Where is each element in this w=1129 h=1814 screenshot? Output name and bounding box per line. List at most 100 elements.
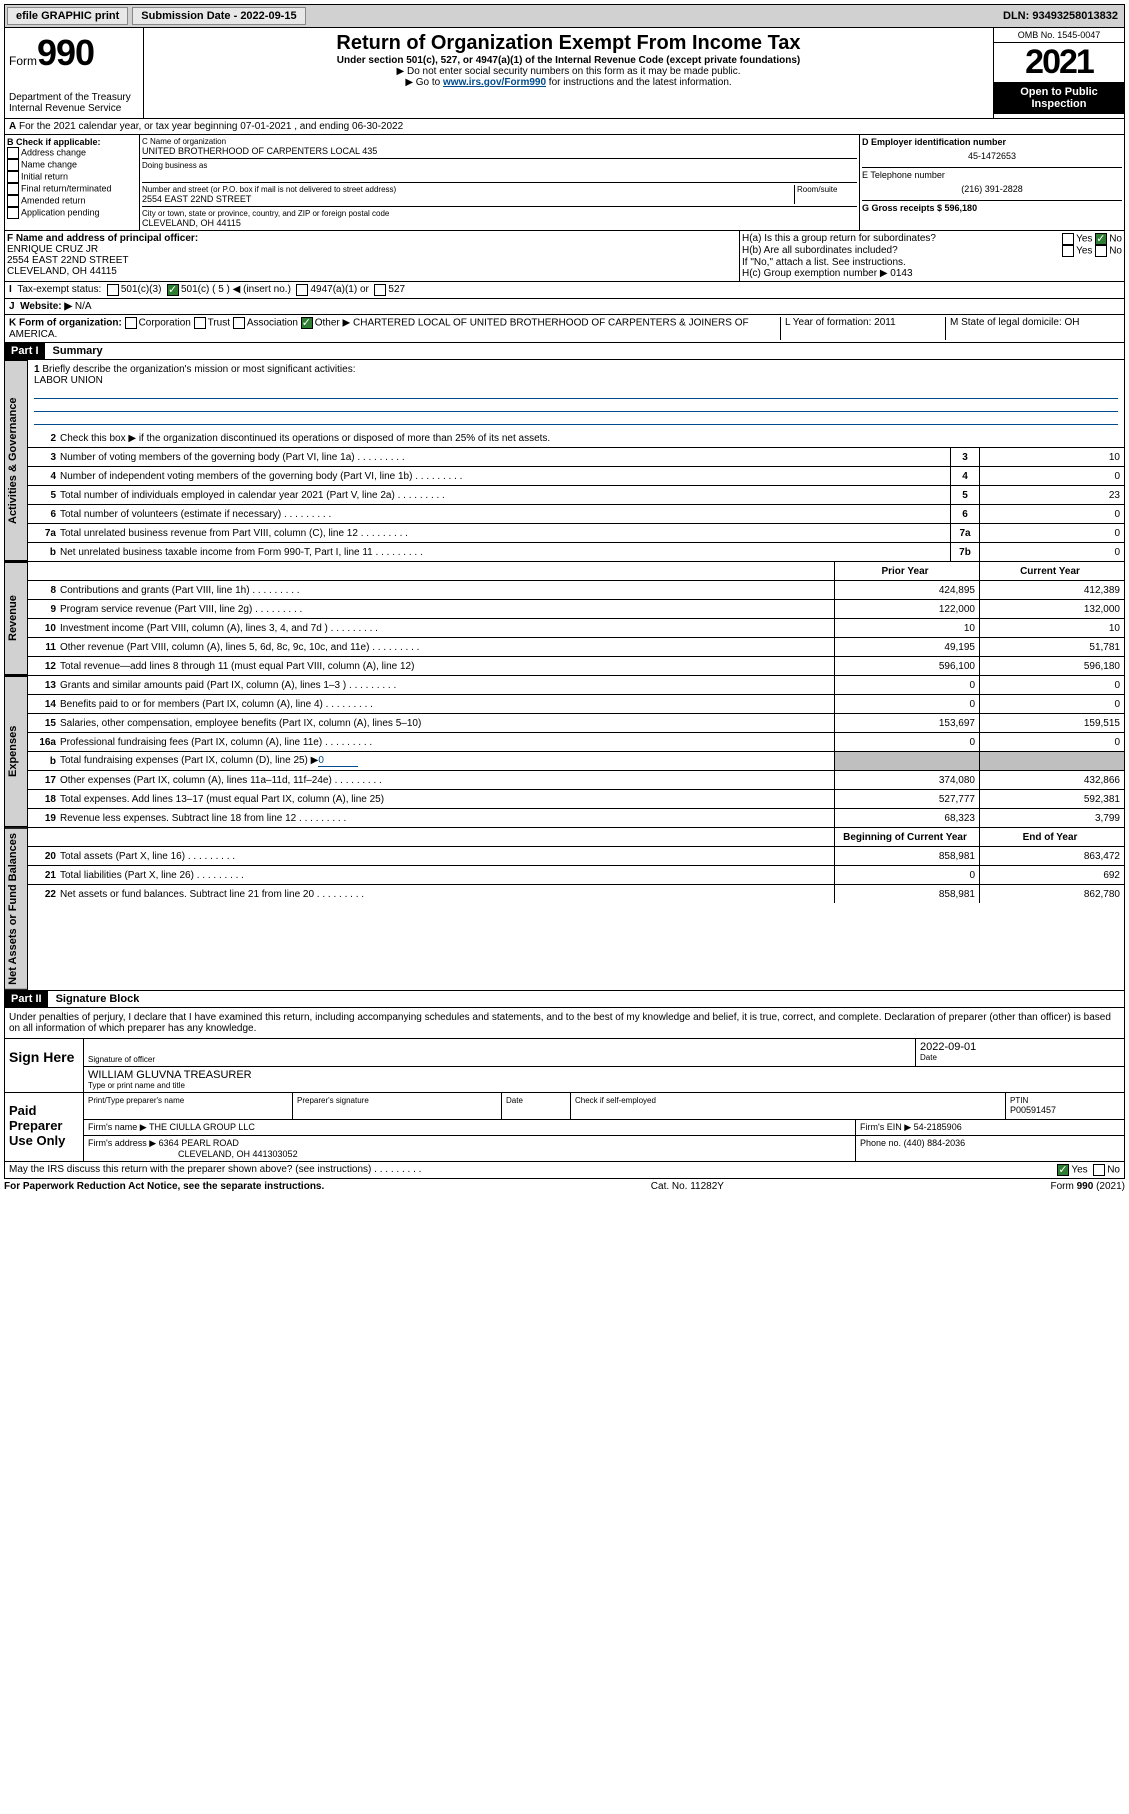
chk-hb-no[interactable] — [1095, 245, 1107, 257]
chk-name-change[interactable] — [7, 159, 19, 171]
form-note-ssn: ▶ Do not enter social security numbers o… — [148, 66, 989, 77]
firm-ein: 54-2185906 — [914, 1122, 962, 1132]
val-c13: 0 — [979, 676, 1124, 694]
chk-trust[interactable] — [194, 317, 206, 329]
perjury-declaration: Under penalties of perjury, I declare th… — [5, 1008, 1124, 1038]
paid-preparer-label: Paid Preparer Use Only — [5, 1093, 83, 1161]
val-p12: 596,100 — [834, 657, 979, 675]
col-b-checkboxes: B Check if applicable: Address change Na… — [5, 135, 140, 230]
vtab-revenue: Revenue — [5, 562, 28, 675]
chk-application-pending[interactable] — [7, 207, 19, 219]
form-number: 990 — [37, 32, 94, 73]
val-l6: 0 — [979, 505, 1124, 523]
firm-addr: 6364 PEARL ROAD — [159, 1138, 239, 1148]
ein: 45-1472653 — [862, 147, 1122, 165]
ptin: P00591457 — [1010, 1105, 1056, 1115]
form-note-link: ▶ Go to www.irs.gov/Form990 for instruct… — [148, 77, 989, 88]
dln: DLN: 93493258013832 — [1003, 10, 1124, 22]
row-klm: K Form of organization: Corporation Trus… — [4, 315, 1125, 343]
val-p11: 49,195 — [834, 638, 979, 656]
chk-501c3[interactable] — [107, 284, 119, 296]
year-formation: L Year of formation: 2011 — [780, 317, 945, 340]
val-c18: 592,381 — [979, 790, 1124, 808]
chk-other[interactable] — [301, 317, 313, 329]
vtab-netassets: Net Assets or Fund Balances — [5, 828, 28, 990]
chk-address-change[interactable] — [7, 147, 19, 159]
val-p17: 374,080 — [834, 771, 979, 789]
val-c19: 3,799 — [979, 809, 1124, 827]
val-c22: 862,780 — [979, 885, 1124, 903]
org-city: CLEVELAND, OH 44115 — [142, 218, 857, 228]
efile-topbar: efile GRAPHIC print Submission Date - 20… — [4, 4, 1125, 28]
val-l7b: 0 — [979, 543, 1124, 561]
val-p14: 0 — [834, 695, 979, 713]
chk-hb-yes[interactable] — [1062, 245, 1074, 257]
chk-ha-no[interactable] — [1095, 233, 1107, 245]
irs-link[interactable]: www.irs.gov/Form990 — [443, 77, 546, 88]
val-p15: 153,697 — [834, 714, 979, 732]
row-i: I Tax-exempt status: 501(c)(3) 501(c) ( … — [4, 282, 1125, 299]
chk-final-return[interactable] — [7, 183, 19, 195]
firm-name: THE CIULLA GROUP LLC — [149, 1122, 255, 1132]
part1-header: Part ISummary — [4, 343, 1125, 360]
phone: (216) 391-2828 — [862, 180, 1122, 198]
val-p16a: 0 — [834, 733, 979, 751]
vtab-expenses: Expenses — [5, 676, 28, 827]
section-netassets: Net Assets or Fund Balances Beginning of… — [4, 828, 1125, 991]
val-c17: 432,866 — [979, 771, 1124, 789]
chk-discuss-no[interactable] — [1093, 1164, 1105, 1176]
form-title: Return of Organization Exempt From Incom… — [148, 32, 989, 55]
chk-assoc[interactable] — [233, 317, 245, 329]
col-d-right: D Employer identification number 45-1472… — [860, 135, 1124, 230]
chk-501c[interactable] — [167, 284, 179, 296]
sig-date: 2022-09-01 — [920, 1041, 1120, 1053]
row-a: A For the 2021 calendar year, or tax yea… — [4, 119, 1125, 135]
val-l4: 0 — [979, 467, 1124, 485]
org-name: UNITED BROTHERHOOD OF CARPENTERS LOCAL 4… — [142, 146, 857, 156]
val-c15: 159,515 — [979, 714, 1124, 732]
form-word: Form — [9, 54, 37, 68]
val-l3: 10 — [979, 448, 1124, 466]
efile-label: efile GRAPHIC print — [7, 7, 128, 25]
val-p20: 858,981 — [834, 847, 979, 865]
vtab-governance: Activities & Governance — [5, 360, 28, 561]
col-c-org: C Name of organization UNITED BROTHERHOO… — [140, 135, 860, 230]
mission: LABOR UNION — [34, 375, 103, 386]
val-c10: 10 — [979, 619, 1124, 637]
val-l5: 23 — [979, 486, 1124, 504]
chk-amended-return[interactable] — [7, 195, 19, 207]
val-c21: 692 — [979, 866, 1124, 884]
val-p8: 424,895 — [834, 581, 979, 599]
val-l7a: 0 — [979, 524, 1124, 542]
irs: Internal Revenue Service — [9, 103, 139, 114]
firm-phone: (440) 884-2036 — [904, 1138, 966, 1148]
page-footer: For Paperwork Reduction Act Notice, see … — [4, 1179, 1125, 1194]
row-j: J Website: ▶ N/A — [4, 299, 1125, 315]
val-c8: 412,389 — [979, 581, 1124, 599]
row-fh: F Name and address of principal officer:… — [4, 231, 1125, 282]
val-c12: 596,180 — [979, 657, 1124, 675]
val-p18: 527,777 — [834, 790, 979, 808]
val-c11: 51,781 — [979, 638, 1124, 656]
section-expenses: Expenses 13Grants and similar amounts pa… — [4, 676, 1125, 828]
open-public: Open to Public Inspection — [994, 82, 1124, 114]
chk-corp[interactable] — [125, 317, 137, 329]
dept-treasury: Department of the Treasury — [9, 92, 139, 103]
chk-discuss-yes[interactable] — [1057, 1164, 1069, 1176]
tax-year: 2021 — [994, 43, 1124, 82]
val-p21: 0 — [834, 866, 979, 884]
gross-receipts: G Gross receipts $ 596,180 — [862, 203, 977, 213]
chk-initial-return[interactable] — [7, 171, 19, 183]
chk-4947[interactable] — [296, 284, 308, 296]
submission-date: Submission Date - 2022-09-15 — [132, 7, 305, 25]
row-bcd: B Check if applicable: Address change Na… — [4, 135, 1125, 231]
officer-signed: WILLIAM GLUVNA TREASURER — [88, 1069, 1120, 1081]
val-p9: 122,000 — [834, 600, 979, 618]
part2-header: Part IISignature Block — [4, 991, 1125, 1008]
chk-527[interactable] — [374, 284, 386, 296]
val-c20: 863,472 — [979, 847, 1124, 865]
val-p22: 858,981 — [834, 885, 979, 903]
org-street: 2554 EAST 22ND STREET — [142, 194, 794, 204]
form-subtitle: Under section 501(c), 527, or 4947(a)(1)… — [148, 55, 989, 66]
chk-ha-yes[interactable] — [1062, 233, 1074, 245]
